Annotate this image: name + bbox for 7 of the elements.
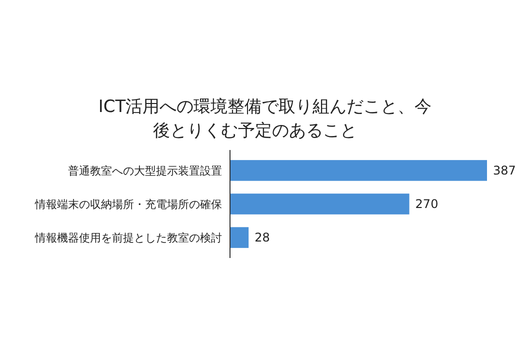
data-label: 387 bbox=[493, 164, 516, 178]
y-tick-label: 普通教室への大型提示装置設置 bbox=[68, 164, 222, 178]
y-tick-label: 情報端末の収納場所・充電場所の確保 bbox=[34, 198, 222, 211]
data-label: 270 bbox=[415, 197, 438, 212]
y-tick-label: 情報機器使用を前提とした教室の検討 bbox=[34, 231, 222, 244]
data-label: 28 bbox=[254, 230, 270, 245]
chart-title: ICT活用への環境整備で取り組んだこと、今後とりくむ予定のあること bbox=[98, 97, 432, 141]
